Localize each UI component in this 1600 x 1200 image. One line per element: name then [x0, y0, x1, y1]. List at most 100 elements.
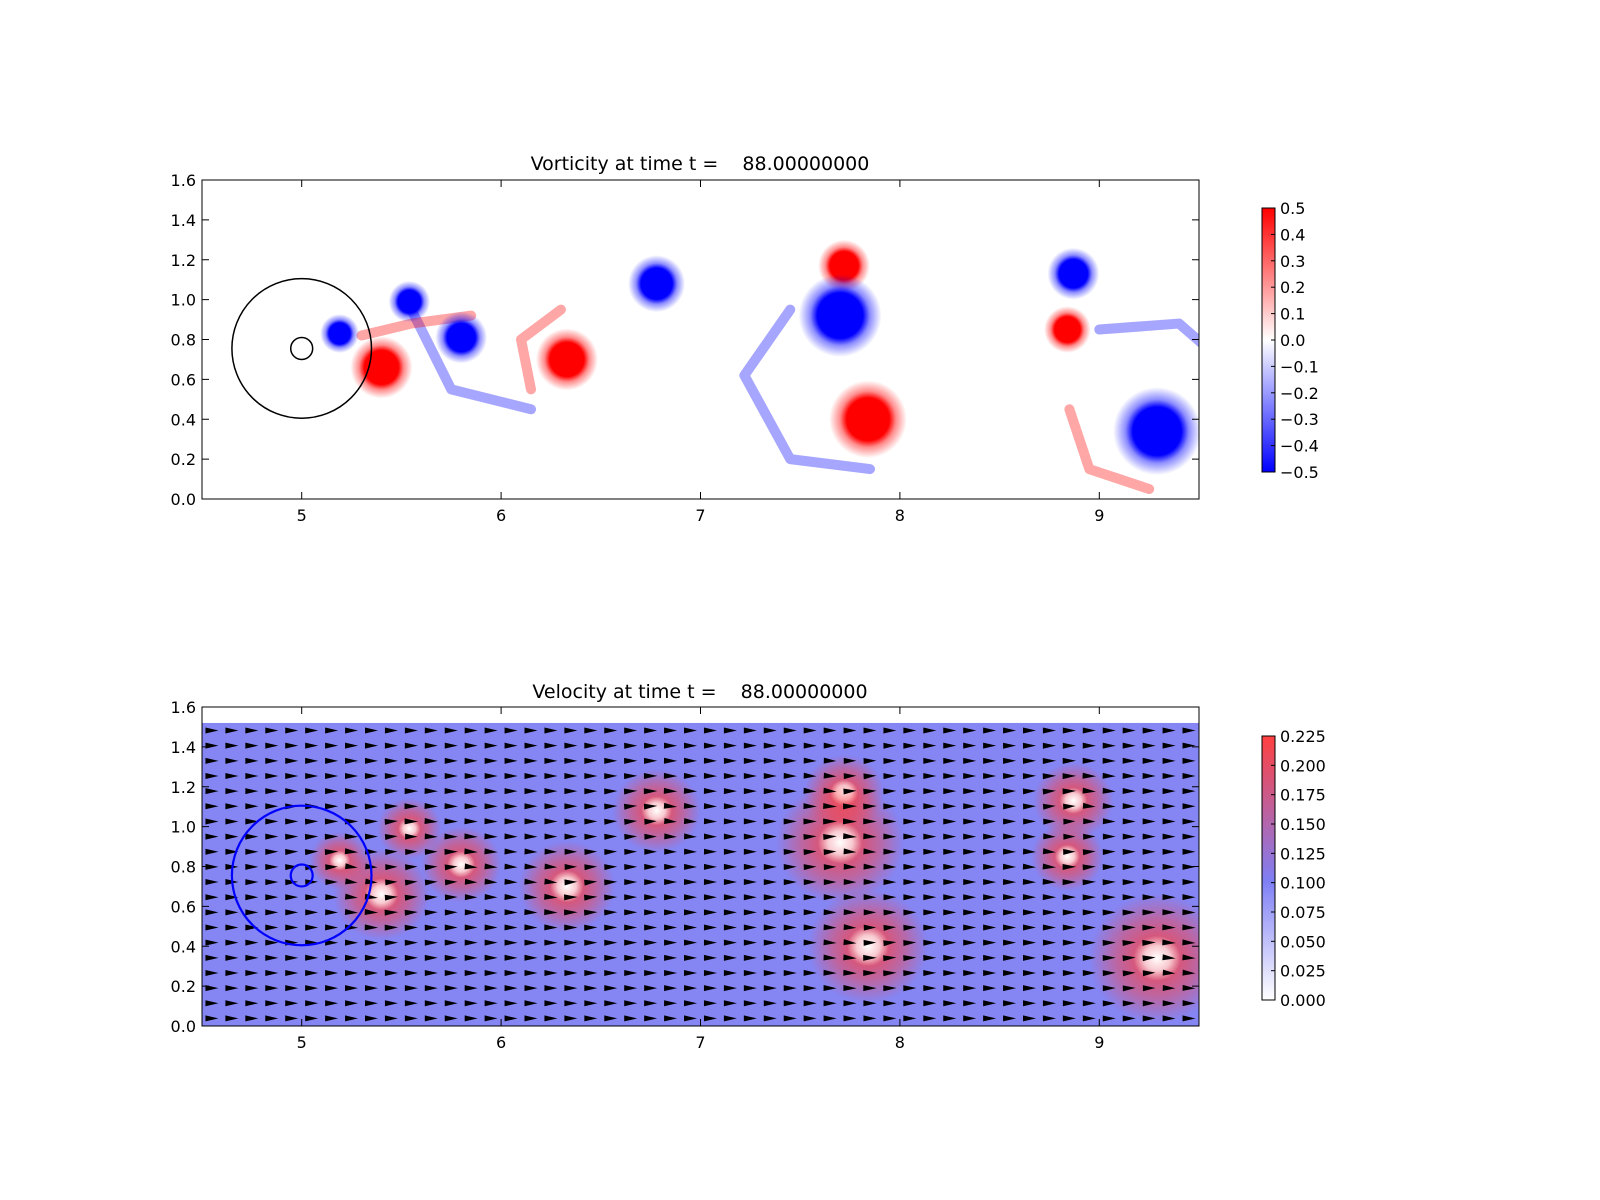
quiver-arrow: [923, 909, 937, 916]
quiver-arrow: [783, 924, 797, 931]
quiver-arrow: [1042, 969, 1056, 976]
quiver-arrow: [584, 924, 598, 931]
quiver-arrow: [444, 848, 458, 855]
quiver-arrow: [504, 878, 518, 885]
quiver-arrow: [384, 1015, 398, 1022]
quiver-arrow: [205, 879, 219, 886]
quiver-arrow: [643, 773, 658, 780]
quiver-arrow: [1122, 788, 1136, 794]
quiver-arrow: [225, 969, 239, 976]
quiver-arrow: [843, 803, 858, 810]
quiver-arrow: [883, 894, 897, 901]
quiver-arrow: [1003, 939, 1017, 946]
quiver-arrow: [544, 954, 558, 961]
quiver-arrow: [524, 742, 538, 749]
quiver-arrow: [983, 985, 997, 992]
quiver-arrow: [245, 969, 259, 976]
shear-layer: [406, 304, 537, 415]
quiver-arrow: [364, 757, 379, 764]
quiver-arrow: [424, 939, 438, 946]
quiver-arrow: [783, 909, 797, 916]
quiver-arrow: [963, 772, 977, 779]
quiver-arrow: [504, 969, 518, 976]
quiver-arrow: [863, 954, 877, 961]
quiver-arrow: [484, 954, 498, 961]
quiver-arrow: [783, 894, 797, 901]
quiver-arrow: [743, 742, 757, 749]
quiver-arrow: [484, 939, 498, 946]
quiver-arrow: [743, 788, 757, 795]
quiver-arrow: [1102, 727, 1116, 734]
colorbar-tick-label: −0.3: [1280, 410, 1319, 429]
quiver-arrow: [903, 1000, 917, 1007]
quiver-arrow: [863, 848, 877, 855]
quiver-arrow: [683, 757, 698, 764]
quiver-arrow: [943, 818, 957, 825]
quiver-arrow: [344, 848, 359, 855]
quiver-arrow: [464, 939, 478, 946]
colorbar-tick-label: 0.125: [1280, 844, 1326, 863]
quiver-arrow: [344, 788, 359, 795]
y-tick-label: 0.0: [171, 1017, 196, 1036]
quiver-arrow: [1062, 727, 1076, 734]
negative-vortex: [798, 274, 882, 358]
quiver-arrow: [484, 878, 498, 885]
quiver-arrow: [1083, 833, 1096, 840]
quiver-arrow: [484, 818, 498, 825]
quiver-arrow: [544, 848, 558, 855]
quiver-arrow: [544, 893, 558, 900]
quiver-arrow: [1042, 1015, 1056, 1022]
quiver-arrow: [504, 1015, 518, 1022]
quiver-arrow: [464, 803, 478, 810]
quiver-arrow: [225, 742, 239, 749]
quiver-arrow: [1003, 773, 1017, 780]
x-tick-label: 6: [496, 1033, 506, 1052]
quiver-arrow: [364, 909, 379, 916]
quiver-arrow: [623, 803, 638, 810]
quiver-arrow: [683, 818, 697, 825]
colorbar-tick-label: 0.4: [1280, 225, 1305, 244]
quiver-arrow: [484, 969, 498, 976]
y-tick-label: 0.8: [171, 331, 196, 350]
quiver-arrow: [205, 803, 219, 810]
y-tick-label: 1.6: [171, 171, 196, 190]
quiver-arrow: [245, 848, 259, 855]
quiver-arrow: [1142, 772, 1156, 779]
quiver-arrow: [1022, 894, 1037, 901]
quiver-arrow: [524, 727, 538, 734]
quiver-arrow: [624, 909, 638, 916]
quiver-arrow: [1182, 984, 1196, 991]
quiver-arrow: [943, 727, 957, 734]
quiver-arrow: [305, 727, 319, 734]
quiver-arrow: [225, 818, 239, 825]
quiver-arrow: [1062, 757, 1077, 764]
quiver-arrow: [823, 939, 837, 946]
negative-vortex: [1113, 387, 1199, 476]
quiver-arrow: [424, 757, 438, 764]
quiver-arrow: [504, 833, 518, 840]
quiver-arrow: [963, 803, 977, 810]
quiver-arrow: [763, 727, 777, 734]
quiver-arrow: [1182, 924, 1196, 931]
quiver-arrow: [843, 788, 857, 795]
quiver-arrow: [384, 788, 399, 795]
quiver-arrow: [883, 970, 897, 977]
quiver-arrow: [743, 727, 757, 734]
quiver-arrow: [464, 848, 478, 855]
quiver-arrow: [843, 1000, 857, 1007]
quiver-arrow: [684, 833, 697, 840]
quiver-arrow: [983, 818, 997, 825]
quiver-arrow: [1122, 1015, 1136, 1022]
quiver-arrow: [624, 833, 638, 840]
quiver-arrow: [584, 894, 598, 901]
quiver-arrow: [404, 772, 418, 779]
quiver-arrow: [883, 863, 897, 870]
quiver-arrow: [1182, 969, 1196, 976]
quiver-arrow: [843, 969, 857, 976]
quiver-arrow: [384, 969, 398, 976]
x-tick-label: 9: [1094, 1033, 1104, 1052]
quiver-arrow: [464, 878, 478, 885]
negative-vortex: [320, 314, 360, 353]
quiver-arrow: [265, 772, 279, 779]
quiver-arrow: [245, 788, 259, 795]
